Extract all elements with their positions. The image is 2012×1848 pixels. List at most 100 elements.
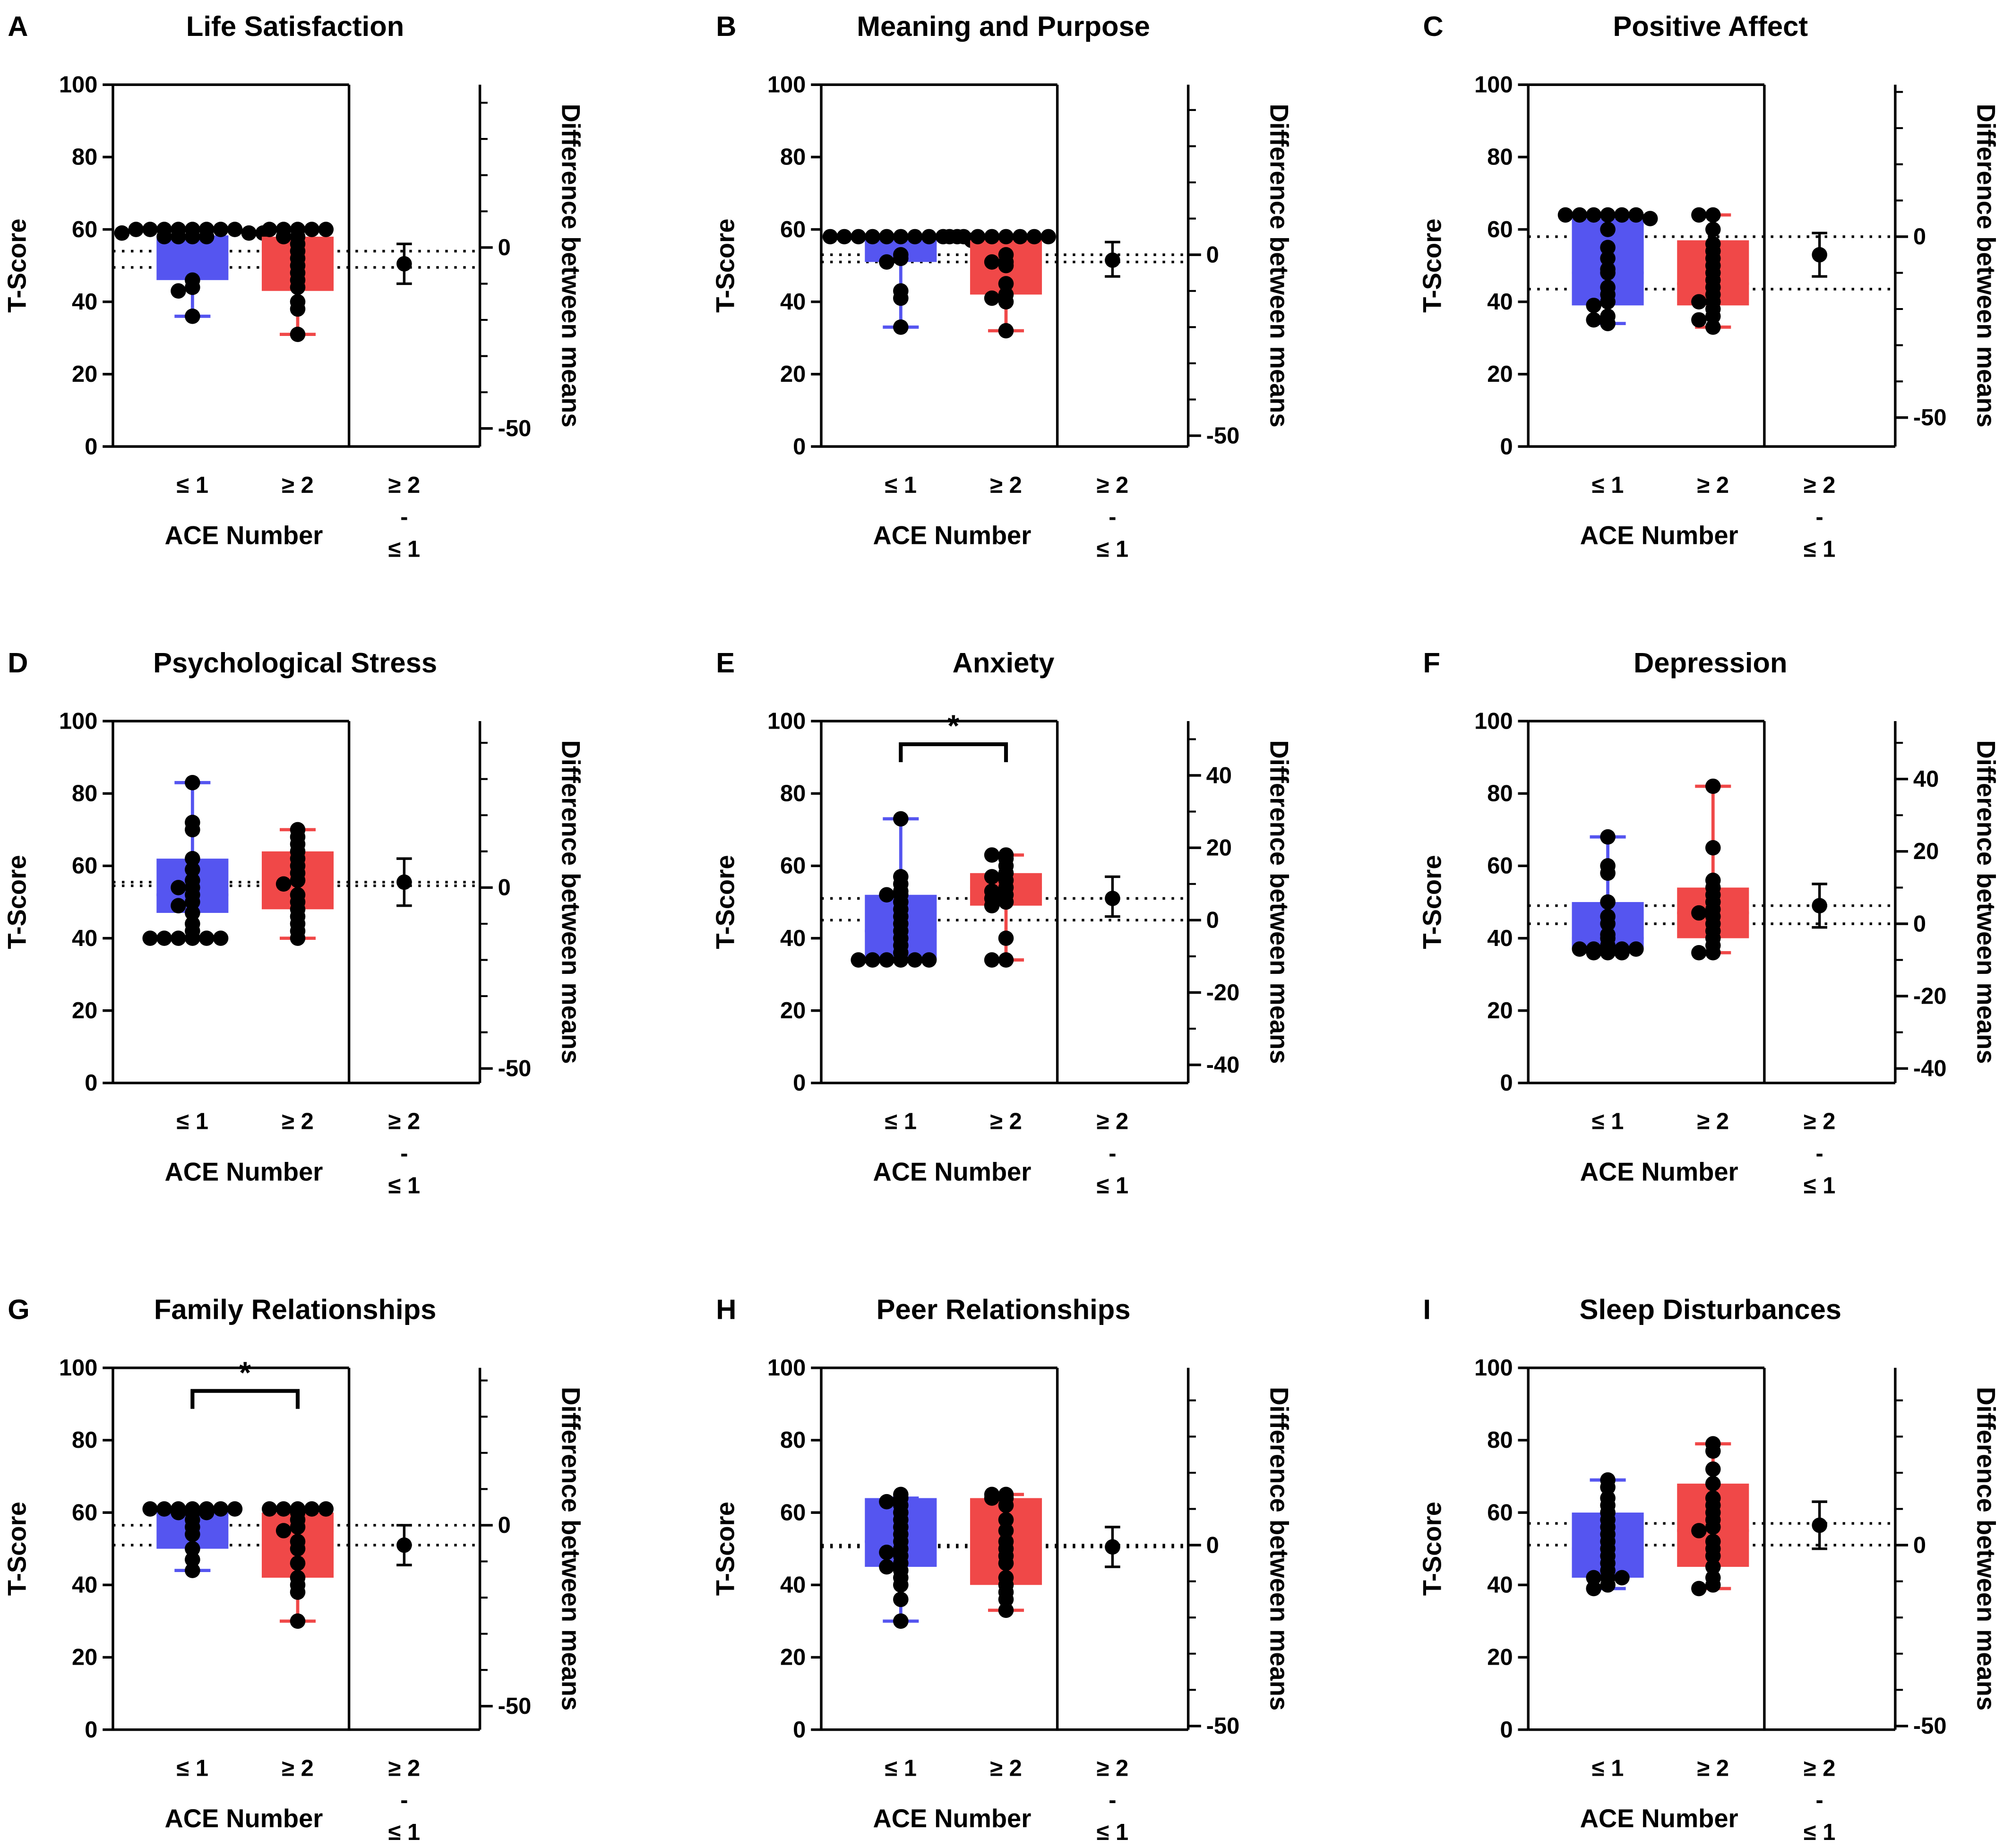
group-2 [261,222,334,342]
group-1 [114,222,271,324]
data-point [879,1494,894,1510]
data-point [128,222,144,237]
data-point [213,222,229,237]
y-axis-title: T-Score [1418,855,1447,949]
data-point [984,898,1000,913]
significance-marker: * [239,1355,251,1390]
panel-e: E Anxiety 0 20 40 60 80 100 40 20 0 -20 -40 T-Score Di… [711,647,1293,1199]
x-tick-label: ≤ 1 [885,1109,917,1135]
y-tick-label: 0 [85,1717,97,1743]
right-tick-label: 20 [1913,839,1939,864]
data-point [984,869,1000,885]
difference-point [1105,252,1120,268]
right-tick-label: -40 [1913,1056,1947,1082]
data-point [1691,1581,1707,1597]
data-point [1572,207,1588,223]
y-tick-label: 40 [72,1573,97,1598]
data-point [1026,229,1042,245]
data-point [1600,945,1616,961]
data-point [185,861,200,877]
difference-label: - [1816,1788,1823,1813]
difference-label: ≤ 1 [388,1820,421,1845]
group-1 [1572,1472,1644,1597]
y-tick-label: 80 [72,145,97,170]
right-axis-title: Difference between means [1972,1387,2001,1710]
significance-bracket [190,1389,300,1409]
y-tick-label: 100 [59,708,98,734]
data-point [275,1523,292,1539]
data-point [893,1577,909,1593]
difference-label: ≥ 2 [388,1109,421,1135]
difference-label: ≤ 1 [1097,537,1129,562]
right-tick-label: 0 [1913,1532,1926,1558]
data-point [156,1501,172,1517]
y-tick-label: 20 [1487,998,1513,1023]
group-2 [942,229,1056,339]
data-point [1705,1443,1721,1459]
data-point [1586,1570,1602,1586]
data-point [851,229,867,245]
x-tick-label: ≤ 1 [885,473,917,498]
y-axis-title: T-Score [711,855,739,949]
panel-letter: A [8,10,28,42]
data-point [142,222,158,237]
y-tick-label: 0 [85,434,97,459]
right-tick-label: -50 [1913,1713,1947,1739]
panel-g: G Family Relationships 0 20 40 60 80 100 0 -50 T-S… [2,1294,585,1846]
y-tick-label: 0 [1500,434,1513,459]
right-tick-label: -20 [1206,980,1240,1006]
group-2 [1677,207,1749,335]
y-tick-label: 20 [1487,1645,1513,1670]
data-point [185,1526,200,1542]
y-tick-label: 100 [767,708,806,734]
y-tick-label: 20 [780,998,806,1023]
data-point [185,905,200,921]
panel-title: Anxiety [953,647,1055,679]
difference-label: ≥ 2 [388,473,421,498]
data-point [171,880,186,895]
data-point [893,811,909,827]
y-tick-label: 0 [85,1070,97,1096]
data-point [893,1591,909,1607]
right-tick-label: 0 [1206,908,1219,933]
right-tick-label: 0 [1913,224,1926,249]
panel-title: Meaning and Purpose [857,10,1150,42]
data-point [185,1552,200,1567]
y-tick-label: 0 [793,1717,806,1743]
panel-letter: F [1423,647,1441,679]
x-tick-label: ≤ 1 [177,1755,209,1781]
data-point [290,1584,306,1600]
y-tick-label: 0 [793,1070,806,1096]
data-point [1705,1461,1721,1477]
difference-label: - [400,505,408,530]
data-point [290,1541,306,1556]
data-point [171,283,186,299]
y-tick-label: 80 [72,781,97,807]
right-axis-title: Difference between means [1264,1387,1293,1710]
y-tick-label: 40 [780,289,806,315]
data-point [1705,945,1721,961]
right-tick-label: -50 [1206,1713,1240,1739]
y-axis-title: T-Score [711,1502,739,1596]
y-tick-label: 40 [72,289,97,315]
difference-point [396,874,412,890]
right-axis-title: Difference between means [1972,740,2001,1064]
data-point [998,276,1014,292]
data-point [893,1613,909,1629]
data-point [1705,1559,1721,1575]
data-point [942,229,957,245]
difference-label: ≤ 1 [1097,1173,1129,1198]
data-point [1586,207,1602,223]
y-tick-label: 100 [767,1355,806,1381]
difference-label: ≥ 2 [1097,473,1129,498]
group-2 [970,847,1042,968]
difference-label: ≥ 2 [1804,473,1836,498]
right-tick-label: 0 [1206,1532,1219,1558]
data-point [998,1523,1014,1539]
right-tick-label: 20 [1206,835,1232,860]
data-point [879,1559,894,1575]
data-point [318,1501,334,1517]
data-point [1705,309,1721,324]
panel-letter: H [716,1294,736,1325]
y-tick-label: 20 [780,1645,806,1670]
